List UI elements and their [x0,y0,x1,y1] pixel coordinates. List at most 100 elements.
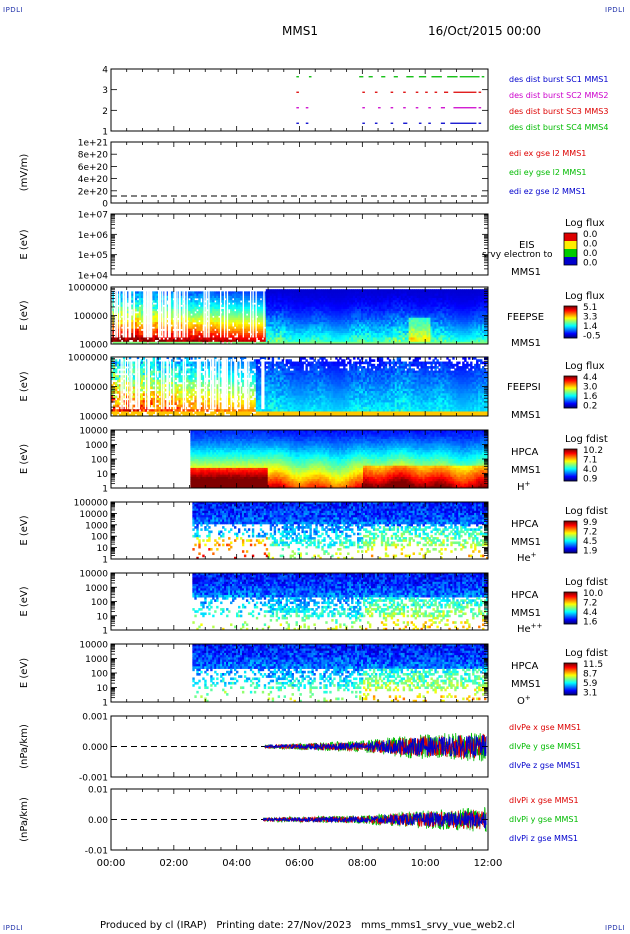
spectrogram-cell [253,297,257,301]
spectrogram-cell [230,300,233,303]
eis-ytick-label: 1e+05 [78,251,108,261]
spectrogram-cell [287,322,290,325]
spectrogram-cell [234,304,237,308]
spectrogram-cell [261,293,265,297]
spectrogram-cell [206,322,209,325]
spectrogram-cell [170,335,173,338]
spectrogram-cell [289,328,292,332]
spectrogram-cell [154,335,158,338]
feepse-colorbar [564,306,577,339]
spectrogram-cell [273,326,277,330]
spectrogram-cell [120,330,124,334]
spectrogram-cell [194,304,197,308]
spectrogram-cell [218,335,221,338]
spectrogram-cell [230,313,233,316]
spectrogram-cell [160,330,163,334]
spectrogram-cell [200,322,203,325]
spectrogram-cell [285,295,288,299]
spectrogram-cell [236,330,239,334]
spectrogram-cell [271,297,275,301]
spectrogram-cell [134,341,138,345]
spectrogram-cell [220,300,223,303]
spectrogram-cell [214,337,217,341]
spectrogram-cell [216,315,219,319]
edi-ytick-label: 4e+20 [78,175,109,185]
spectrogram-cell [152,339,156,343]
spectrogram-cell [126,333,130,336]
spectrogram-cell [279,328,283,332]
spectrogram-cell [237,304,241,308]
spectrogram-cell [212,337,215,341]
spectrogram-cell [220,291,223,294]
spectrogram-cell [271,322,275,325]
spectrogram-cell [180,330,183,334]
spectrogram-cell [277,324,281,327]
spectrogram-cell [206,335,209,338]
spectrogram-cell [263,333,267,336]
spectrogram-cell [277,328,281,332]
spectrogram-cell [140,337,144,341]
spectrogram-cell [136,291,140,294]
spectrogram-cell [279,317,283,321]
spectrogram-cell [257,300,261,303]
spectrogram-cell [230,330,233,334]
spectrogram-cell [265,300,269,303]
spectrogram-cell [198,339,201,343]
spectrogram-cell [180,319,183,323]
spectrogram-cell [285,315,288,319]
spectrogram-cell [154,337,158,341]
spectrogram-cell [156,295,160,299]
spectrogram-cell [222,330,225,334]
spectrogram-cell [281,337,285,341]
spectrogram-cell [154,304,158,308]
spectrogram-cell [253,311,257,314]
spectrogram-cell [253,326,257,330]
spectrogram-cell [170,311,173,314]
spectrogram-cell [130,304,134,308]
spectrogram-cell [230,311,233,314]
spectrogram-cell [140,311,144,314]
data-gap [242,289,244,338]
spectrogram-cell [200,293,203,297]
burst-ytick-label: 2 [102,107,108,117]
spectrogram-cell [160,302,163,305]
spectrogram-cell [180,313,183,316]
data-gap [143,289,145,338]
spectrogram-cell [263,311,267,314]
spectrogram-cell [114,337,118,341]
spectrogram-cell [236,328,239,332]
spectrogram-cell [279,311,283,314]
spectrogram-cell [190,293,193,297]
spectrogram-cell [239,328,243,332]
spectrogram-cell [269,311,273,314]
spectrogram-cell [243,337,247,341]
spectrogram-cell [216,337,219,341]
spectrogram-cell [228,306,231,310]
spectrogram-cell [116,311,120,314]
spectrogram-cell [259,306,263,310]
spectrogram-cell [142,341,146,345]
spectrogram-cell [156,317,160,321]
spectrogram-cell [118,341,122,345]
spectrogram-cell [212,326,215,330]
spectrogram-cell [283,339,287,343]
spectrogram-cell [273,319,277,323]
burst-legend-entry: des dist burst SC3 MMS3 [509,107,608,116]
spectrogram-cell [190,302,193,305]
spectrogram-cell [253,291,257,294]
spectrogram-cell [283,315,287,319]
spectrogram-cell [132,337,136,341]
spectrogram-cell [253,313,257,316]
spectrogram-cell [283,330,287,334]
spectrogram-cell [237,341,241,345]
spectrogram-cell [130,315,134,319]
spectrogram-cell [152,297,156,301]
spectrogram-cell [138,333,142,336]
spectrogram-cell [281,293,285,297]
edi-frame [110,141,489,204]
spectrogram-cell [188,315,191,319]
spectrogram-cell [265,339,269,343]
spectrogram-cell [202,304,205,308]
spectrogram-cell [180,322,183,325]
spectrogram-cell [247,306,251,310]
